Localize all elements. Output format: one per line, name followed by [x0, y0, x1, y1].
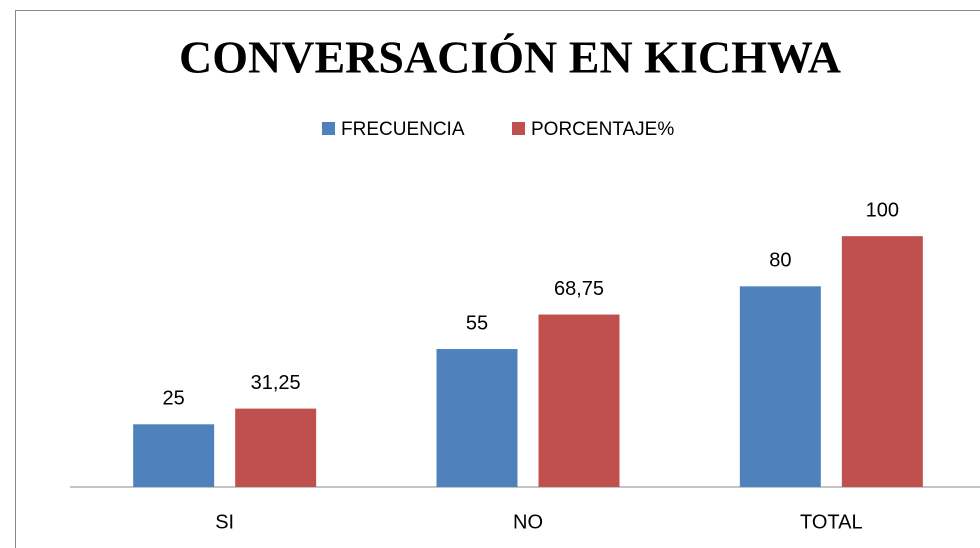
x-tick-label: TOTAL	[800, 511, 863, 533]
bar	[841, 236, 923, 487]
data-label: 25	[163, 388, 185, 410]
legend-label: FRECUENCIA	[341, 119, 465, 140]
legend-label: PORCENTAJE%	[531, 119, 674, 140]
legend-swatch	[512, 122, 525, 135]
bar	[436, 349, 518, 487]
legend-swatch	[322, 122, 335, 135]
x-tick-label: NO	[513, 511, 543, 533]
data-label: 100	[866, 199, 899, 221]
bar	[133, 424, 215, 487]
data-label: 68,75	[554, 278, 604, 300]
data-label: 31,25	[251, 372, 301, 394]
data-label: 80	[769, 250, 791, 272]
data-label: 55	[466, 312, 488, 334]
bar	[235, 408, 317, 487]
bar	[538, 314, 620, 487]
x-tick-label: SI	[215, 511, 234, 533]
chart-title: CONVERSACIÓN EN KICHWA	[179, 32, 841, 83]
bar	[739, 286, 821, 487]
